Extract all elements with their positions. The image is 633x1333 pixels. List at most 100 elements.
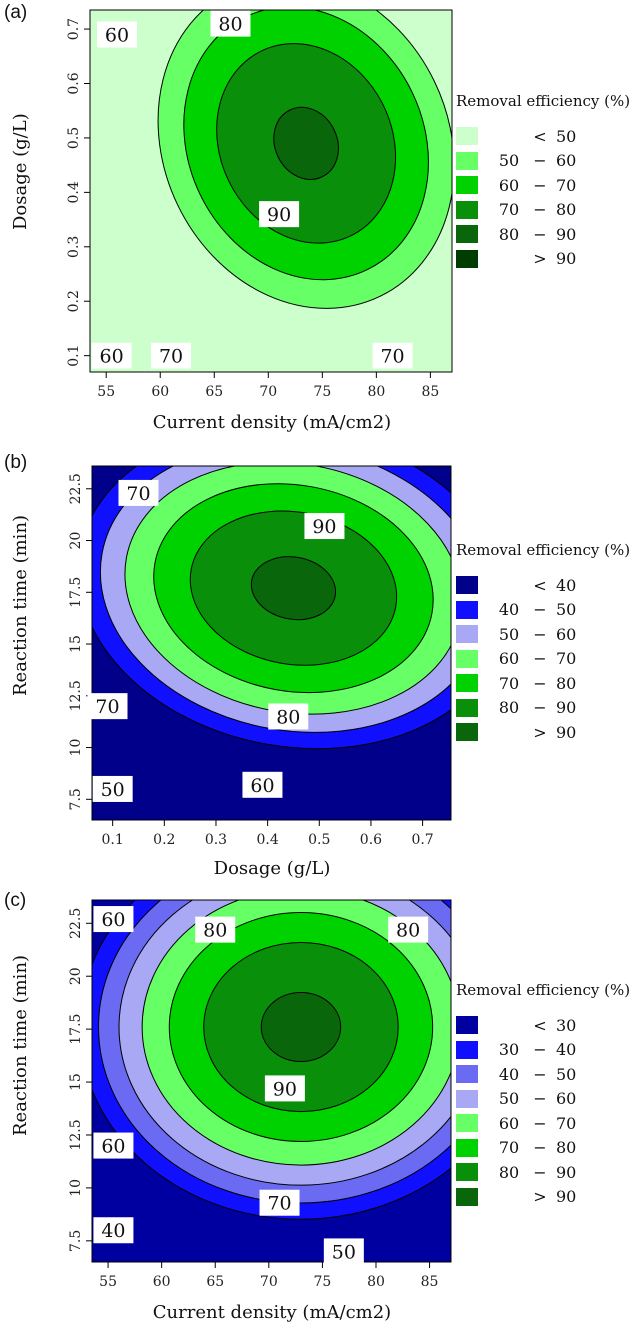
x-tick-label: 0.6 [360, 832, 382, 848]
y-tick-label: 7.5 [68, 1230, 84, 1252]
legend-entry: 70−80 [456, 671, 630, 696]
contour-label: 80 [388, 916, 429, 943]
legend-high: 70 [556, 175, 577, 195]
legend-entries: <40 40−50 50−60 60−70 70−80 80−90 >90 [456, 573, 630, 745]
y-tick-label: 15 [68, 1073, 84, 1091]
contour-label-text: 60 [105, 24, 129, 46]
legend-high: 80 [556, 1138, 577, 1158]
legend-swatch [456, 1040, 478, 1059]
contour-label-text: 50 [332, 1241, 356, 1263]
legend: Removal efficiency (%) <30 30−40 40−50 50−6… [456, 981, 630, 1209]
contour-label: 60 [242, 771, 283, 798]
x-tick-label: 75 [313, 1274, 331, 1290]
legend-entry: >90 [456, 720, 630, 745]
legend-swatch [456, 1138, 478, 1157]
legend-high: 60 [556, 1089, 577, 1109]
y-axis-title: Reaction time (min) [10, 514, 31, 696]
x-tick-label: 0.7 [411, 832, 433, 848]
contour-plot: 0.1 0.2 0.3 0.4 0.5 0.6 0.7 7.5 10 12.5 15 17.5 20 22… [68, 465, 452, 848]
contour-panel-a: (a) 55 60 65 70 75 80 85 0.1 0.2 0.3 0.4 0.5 0.6 0.7 6… [0, 0, 633, 440]
legend-operator: < [533, 126, 547, 146]
legend-entry: 50−60 [456, 1087, 630, 1112]
legend-operator: − [533, 698, 547, 718]
legend-entry: 60−70 [456, 173, 630, 198]
legend-low: 70 [498, 200, 520, 220]
legend-operator: − [533, 673, 547, 693]
contour-band-90 [273, 106, 339, 180]
contour-label-text: 80 [276, 706, 300, 728]
x-tick-label: 65 [205, 384, 223, 400]
legend-operator: − [533, 1138, 547, 1158]
x-axis-title: Current density (mA/cm2) [152, 412, 392, 433]
legend-operator: < [533, 1015, 547, 1035]
legend-high: 40 [556, 1040, 577, 1060]
legend-operator: − [533, 1089, 547, 1109]
legend-title: Removal efficiency (%) [456, 981, 631, 999]
contour-label: 70 [118, 479, 159, 506]
legend-high: 60 [556, 624, 577, 644]
contour-label: 70 [259, 1189, 300, 1216]
legend-high: 40 [556, 575, 577, 595]
legend-low: 30 [498, 1040, 520, 1060]
legend: Removal efficiency (%) <50 50−60 60−70 70−8… [456, 92, 630, 271]
x-tick-label: 60 [153, 1274, 171, 1290]
x-tick-label: 0.2 [153, 832, 175, 848]
legend-entry: 40−50 [456, 598, 630, 623]
contour-label: 80 [210, 10, 251, 37]
legend-low: 40 [498, 1064, 520, 1084]
x-tick-label: 85 [421, 1274, 439, 1290]
contour-label-text: 70 [159, 346, 183, 368]
x-tick-label: 0.4 [256, 832, 278, 848]
y-tick-label: 0.5 [66, 127, 82, 149]
legend-entries: <30 30−40 40−50 50−60 60−70 70−80 80−90 >90 [456, 1013, 630, 1209]
legend-swatch [456, 600, 478, 619]
contour-fill-group [92, 466, 451, 820]
legend-swatch [456, 1187, 478, 1206]
legend-high: 50 [556, 126, 577, 146]
legend-high: 90 [556, 722, 577, 742]
y-tick-label: 12.5 [68, 1119, 84, 1150]
contour-label: 70 [151, 342, 192, 369]
legend-high: 90 [556, 249, 577, 269]
x-tick-label: 80 [367, 1274, 385, 1290]
x-tick-label: 75 [313, 384, 331, 400]
panel-label: (b) [4, 452, 28, 473]
legend-high: 90 [556, 698, 577, 718]
x-tick-label: 70 [260, 1274, 278, 1290]
contour-label: 40 [93, 1217, 134, 1244]
legend-high: 30 [556, 1015, 577, 1035]
legend-low: 40 [498, 600, 520, 620]
contour-label-text: 80 [396, 920, 420, 942]
y-tick-label: 22.5 [68, 908, 84, 939]
legend-operator: − [533, 649, 547, 669]
legend-entry: 70−80 [456, 198, 630, 223]
legend-operator: − [533, 1162, 547, 1182]
x-tick-label: 85 [421, 384, 439, 400]
contour-panel-c: (c) 55 60 65 70 75 80 85 7.5 10 12.5 15 17.5 20 22.5 6… [0, 888, 633, 1328]
legend-swatch [456, 723, 478, 742]
contour-label: 90 [304, 513, 345, 540]
contour-label-text: 60 [100, 346, 124, 368]
contour-label-text: 50 [101, 779, 125, 801]
contour-label-text: 70 [267, 1193, 291, 1215]
legend-operator: > [533, 1187, 547, 1207]
legend-high: 90 [556, 224, 577, 244]
y-tick-label: 0.3 [66, 236, 82, 258]
x-tick-label: 80 [367, 384, 385, 400]
contour-label: 80 [195, 916, 236, 943]
x-tick-label: 55 [97, 384, 115, 400]
legend-entry: <40 [456, 573, 630, 598]
legend-low: 60 [498, 649, 520, 669]
legend-operator: − [533, 1040, 547, 1060]
legend-entry: 60−70 [456, 647, 630, 672]
legend-swatch [456, 225, 478, 244]
contour-label: 80 [268, 703, 309, 730]
legend: Removal efficiency (%) <40 40−50 50−60 60−7… [456, 541, 630, 745]
legend-entry: <30 [456, 1013, 630, 1038]
legend-swatch [456, 649, 478, 668]
contour-label-text: 90 [273, 1078, 297, 1100]
contour-label-text: 70 [95, 696, 119, 718]
legend-operator: < [533, 575, 547, 595]
y-tick-label: 10 [68, 739, 84, 757]
y-tick-label: 17.5 [68, 1014, 84, 1045]
